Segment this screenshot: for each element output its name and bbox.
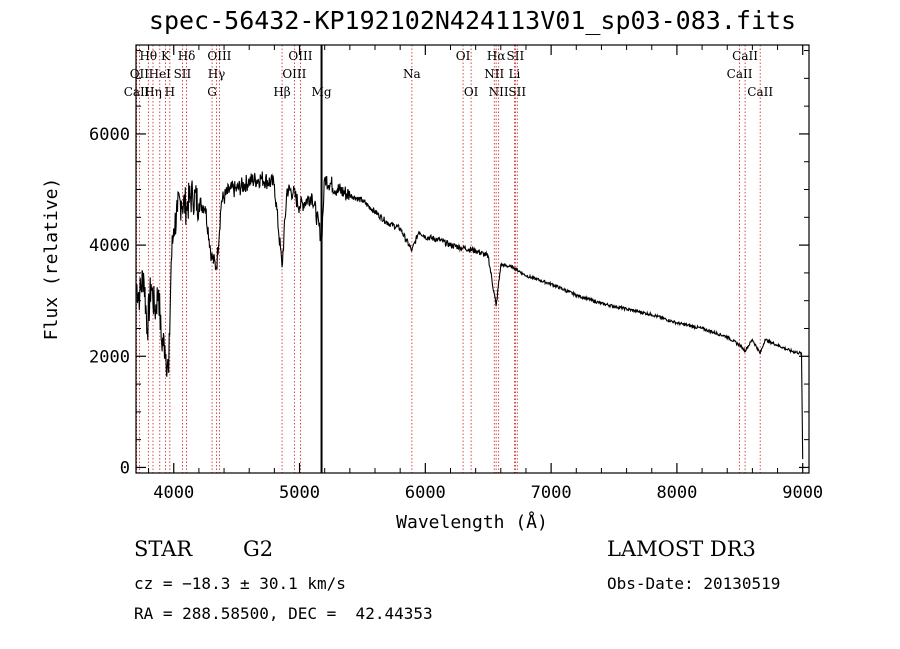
plot-frame xyxy=(135,44,810,474)
marker-label-2: CaII xyxy=(124,85,150,99)
marker-label-25: CaII xyxy=(732,49,758,63)
x-tick-label-4: 8000 xyxy=(656,483,697,503)
y-axis-label: Flux (relative) xyxy=(41,178,62,341)
marker-label-24: SII xyxy=(508,85,526,99)
y-tick-label-3: 6000 xyxy=(89,125,130,145)
object-type: STAR xyxy=(134,537,193,561)
marker-label-7: SII xyxy=(174,67,192,81)
marker-label-11: G xyxy=(207,85,217,99)
marker-label-18: OI xyxy=(464,85,479,99)
x-tick-label-0: 4000 xyxy=(153,483,194,503)
marker-label-26: CaII xyxy=(727,67,753,81)
marker-label-17: OI xyxy=(456,49,471,63)
spectrum-line xyxy=(135,171,804,460)
chart-title: spec-56432-KP192102N424113V01_sp03-083.f… xyxy=(148,6,797,35)
x-tick-label-1: 5000 xyxy=(279,483,320,503)
y-axis-ticks: 0 2000 4000 6000 xyxy=(89,50,809,478)
marker-label-16: Na xyxy=(403,67,421,81)
survey-name: LAMOST DR3 xyxy=(607,537,756,561)
marker-label-20: NII xyxy=(484,67,504,81)
marker-label-1: OII xyxy=(130,67,150,81)
marker-label-4: HeI xyxy=(149,67,172,81)
marker-label-19: Hα xyxy=(487,49,506,63)
x-tick-label-2: 6000 xyxy=(405,483,446,503)
marker-label-5: K xyxy=(161,49,171,63)
marker-label-6: H xyxy=(165,85,175,99)
x-axis-ticks: 4000 5000 6000 7000 8000 9000 xyxy=(148,45,823,503)
y-tick-label-1: 2000 xyxy=(89,347,130,367)
y-tick-label-0: 0 xyxy=(120,458,130,478)
marker-label-15: Mg xyxy=(312,85,332,99)
marker-label-0: Hθ xyxy=(139,49,157,63)
marker-label-22: SII xyxy=(507,49,525,63)
marker-label-10: Hγ xyxy=(208,67,226,81)
x-tick-label-3: 7000 xyxy=(531,483,572,503)
marker-label-21: NII xyxy=(489,85,509,99)
marker-label-23: Li xyxy=(508,67,520,81)
redshift-readout: cz = −18.3 ± 30.1 km/s xyxy=(134,574,346,593)
marker-label-13: OIII xyxy=(288,49,312,63)
marker-label-27: CaII xyxy=(747,85,773,99)
x-tick-label-5: 9000 xyxy=(782,483,823,503)
marker-label-8: Hδ xyxy=(178,49,196,63)
x-axis-label: Wavelength (Å) xyxy=(396,511,548,533)
marker-label-3: Hη xyxy=(144,85,162,99)
object-class: G2 xyxy=(243,537,274,561)
y-tick-label-2: 4000 xyxy=(89,236,130,256)
marker-label-12: Hβ xyxy=(273,85,290,99)
observation-date: Obs-Date: 20130519 xyxy=(607,574,781,593)
spectral-line-markers xyxy=(136,45,761,473)
marker-label-9: OIII xyxy=(207,49,231,63)
coordinates-readout: RA = 288.58500, DEC = 42.44353 xyxy=(134,604,433,623)
marker-label-14: OIII xyxy=(282,67,306,81)
